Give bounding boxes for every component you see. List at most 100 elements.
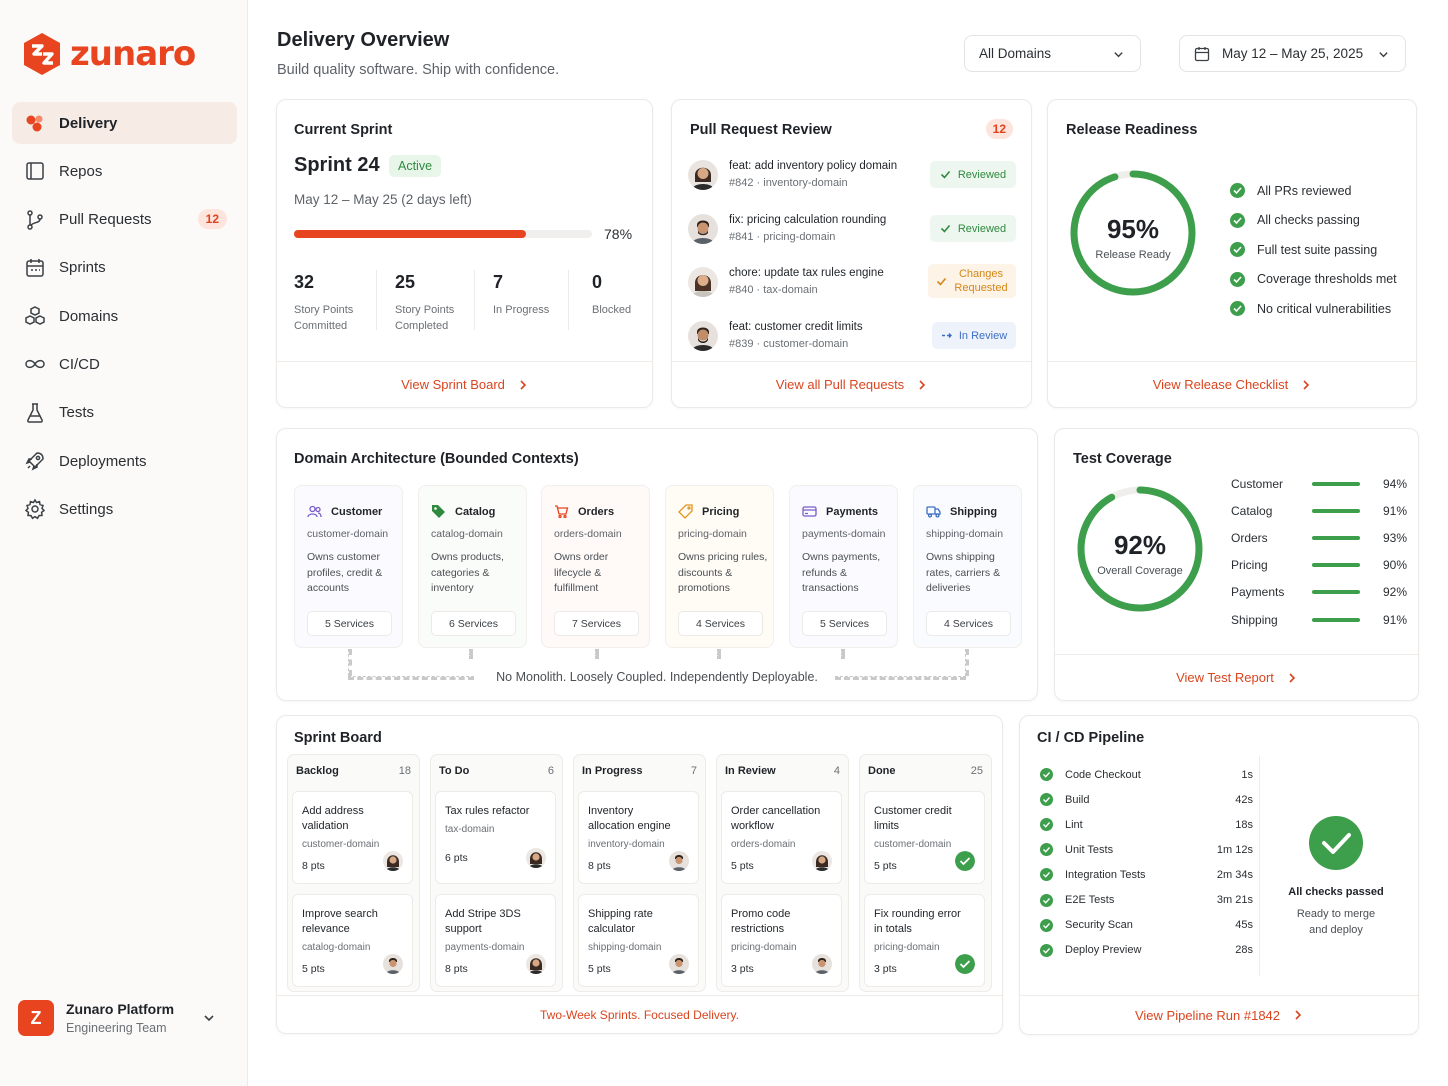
- chevron-down-icon: [204, 1015, 214, 1022]
- link-label: View all Pull Requests: [775, 377, 905, 392]
- pr-item[interactable]: fix: pricing calculation rounding #841 ·…: [688, 212, 1016, 252]
- avatar: [812, 851, 832, 871]
- column-name: In Progress: [582, 765, 643, 777]
- view-pipeline-run-link[interactable]: View Pipeline Run #1842: [1020, 995, 1418, 1034]
- task-card[interactable]: Improve search relevance catalog-domain 5 …: [292, 894, 413, 987]
- sidebar-item-domains[interactable]: Domains: [12, 295, 237, 337]
- sidebar-item-cicd[interactable]: CI/CD: [12, 343, 237, 385]
- pr-item[interactable]: feat: customer credit limits #839 · cust…: [688, 319, 1016, 359]
- task-card[interactable]: Tax rules refactor tax-domain 6 pts: [435, 791, 556, 884]
- step-duration: 45s: [1235, 919, 1253, 932]
- coverage-bar: [1312, 563, 1360, 567]
- task-card[interactable]: Shipping rate calculator shipping-domain 5…: [578, 894, 699, 987]
- task-card[interactable]: Promo code restrictions pricing-domain 3 p…: [721, 894, 842, 987]
- release-check-item: No critical vulnerabilities: [1230, 294, 1397, 324]
- board-column-backlog: Backlog 18 Add address validation customer-…: [287, 754, 420, 992]
- pipeline-step[interactable]: Unit Tests 1m 12s: [1040, 837, 1259, 862]
- domain-card-pricing[interactable]: Pricing pricing-domain Owns pricing rule…: [665, 485, 774, 648]
- domain-services-count: 7 Services: [554, 611, 639, 636]
- stat-label: Blocked: [592, 304, 632, 316]
- task-domain: pricing-domain: [731, 942, 797, 953]
- check-circle-icon: [1040, 868, 1053, 882]
- sidebar-item-sprints[interactable]: Sprints: [12, 247, 237, 289]
- view-release-checklist-link[interactable]: View Release Checklist: [1048, 361, 1416, 407]
- connector-line: [717, 649, 721, 659]
- domain-card-catalog[interactable]: Catalog catalog-domain Owns products, ca…: [418, 485, 527, 648]
- pipeline-step[interactable]: Deploy Preview 28s: [1040, 938, 1259, 963]
- brand-logo[interactable]: zunaro: [22, 32, 196, 76]
- view-test-report-link[interactable]: View Test Report: [1055, 654, 1418, 700]
- sidebar-item-repos[interactable]: Repos: [12, 150, 237, 192]
- task-card[interactable]: Fix rounding error in totals pricing-doma…: [864, 894, 985, 987]
- check-circle-icon: [1309, 816, 1363, 870]
- check-circle-icon: [1040, 943, 1053, 957]
- check-circle-icon: [955, 954, 975, 974]
- pipeline-step[interactable]: Build 42s: [1040, 787, 1259, 812]
- rocket-icon: [25, 452, 44, 471]
- view-sprint-board-link[interactable]: View Sprint Board: [277, 361, 652, 407]
- date-range-dropdown[interactable]: May 12 – May 25, 2025: [1179, 35, 1406, 72]
- sidebar-item-settings[interactable]: Settings: [12, 488, 237, 530]
- pr-item[interactable]: chore: update tax rules engine #840 · ta…: [688, 264, 1016, 305]
- card-title: Test Coverage: [1073, 451, 1172, 467]
- task-card[interactable]: Add Stripe 3DS support payments-domain 8 p…: [435, 894, 556, 987]
- step-name: Deploy Preview: [1065, 944, 1142, 957]
- coverage-bar: [1312, 482, 1360, 486]
- domain-description: Owns shipping rates, carriers & deliveri…: [926, 551, 1001, 594]
- pipeline-step[interactable]: E2E Tests 3m 21s: [1040, 887, 1259, 912]
- chevron-down-icon: [1379, 52, 1388, 58]
- domain-name: Shipping: [926, 504, 997, 519]
- stat-label: Story Points Committed: [294, 304, 354, 332]
- release-check-item: All PRs reviewed: [1230, 176, 1397, 206]
- connector-line: [469, 649, 473, 659]
- stat-blocked: 0 Blocked: [592, 272, 631, 318]
- pipeline-step[interactable]: Integration Tests 2m 34s: [1040, 862, 1259, 887]
- current-sprint-card: Current Sprint Sprint 24 Active May 12 –…: [276, 99, 653, 408]
- pr-meta: #840 · tax-domain: [729, 284, 818, 296]
- task-card[interactable]: Add address validation customer-domain 8 p…: [292, 791, 413, 884]
- domain-name: Orders: [554, 504, 614, 519]
- task-card[interactable]: Customer credit limits customer-domain 5 p…: [864, 791, 985, 884]
- coverage-percent: 92%: [1113, 530, 1167, 560]
- check-circle-icon: [1230, 183, 1245, 199]
- sidebar: zunaro Delivery Repos Pull Requests 12 S…: [0, 0, 248, 1086]
- domain-filter-value: All Domains: [979, 46, 1052, 61]
- domain-card-customer[interactable]: Customer customer-domain Owns customer p…: [294, 485, 403, 648]
- sidebar-item-pull-requests[interactable]: Pull Requests 12: [12, 199, 237, 241]
- sidebar-item-label: Repos: [59, 162, 103, 180]
- sidebar-item-delivery[interactable]: Delivery: [12, 102, 237, 144]
- domain-card-orders[interactable]: Orders orders-domain Owns order lifecycl…: [541, 485, 650, 648]
- link-label: View Test Report: [1176, 670, 1274, 685]
- tag-icon: [432, 505, 445, 518]
- card-title: Pull Request Review: [690, 122, 832, 138]
- view-all-pull-requests-link[interactable]: View all Pull Requests: [672, 361, 1031, 407]
- workspace-switcher[interactable]: Z Zunaro Platform Engineering Team: [12, 990, 237, 1046]
- column-header: Backlog 18: [296, 765, 411, 777]
- card-title: CI / CD Pipeline: [1037, 730, 1145, 746]
- coverage-row: Pricing 90%: [1231, 558, 1407, 572]
- pr-item[interactable]: feat: add inventory policy domain #842 ·…: [688, 158, 1016, 198]
- task-card[interactable]: Inventory allocation engine inventory-dom…: [578, 791, 699, 884]
- step-duration: 18s: [1235, 818, 1253, 831]
- stat-value: 0: [592, 272, 603, 292]
- task-points: 6 pts: [445, 852, 468, 864]
- task-card[interactable]: Order cancellation workflow orders-domain…: [721, 791, 842, 884]
- domain-card-shipping[interactable]: Shipping shipping-domain Owns shipping r…: [913, 485, 1022, 648]
- logo-icon: [24, 33, 60, 75]
- divider: [474, 270, 475, 330]
- pipeline-step[interactable]: Security Scan 45s: [1040, 913, 1259, 938]
- step-duration: 2m 34s: [1216, 868, 1253, 881]
- users-icon: [307, 505, 322, 518]
- check-circle-icon: [1230, 271, 1245, 287]
- domain-filter-dropdown[interactable]: All Domains: [964, 35, 1141, 72]
- domain-card-payments[interactable]: Payments payments-domain Owns payments, …: [789, 485, 898, 648]
- release-readiness-caption: Release Ready: [1095, 249, 1171, 261]
- pipeline-status: All checks passed: [1288, 886, 1384, 898]
- cicd-pipeline-card: CI / CD Pipeline Code Checkout 1s Build 42s…: [1019, 715, 1419, 1035]
- column-count: 25: [970, 765, 983, 777]
- pipeline-step[interactable]: Lint 18s: [1040, 812, 1259, 837]
- pipeline-step[interactable]: Code Checkout 1s: [1040, 762, 1259, 787]
- sidebar-item-tests[interactable]: Tests: [12, 392, 237, 434]
- avatar: [688, 267, 718, 297]
- sidebar-item-deployments[interactable]: Deployments: [12, 440, 237, 482]
